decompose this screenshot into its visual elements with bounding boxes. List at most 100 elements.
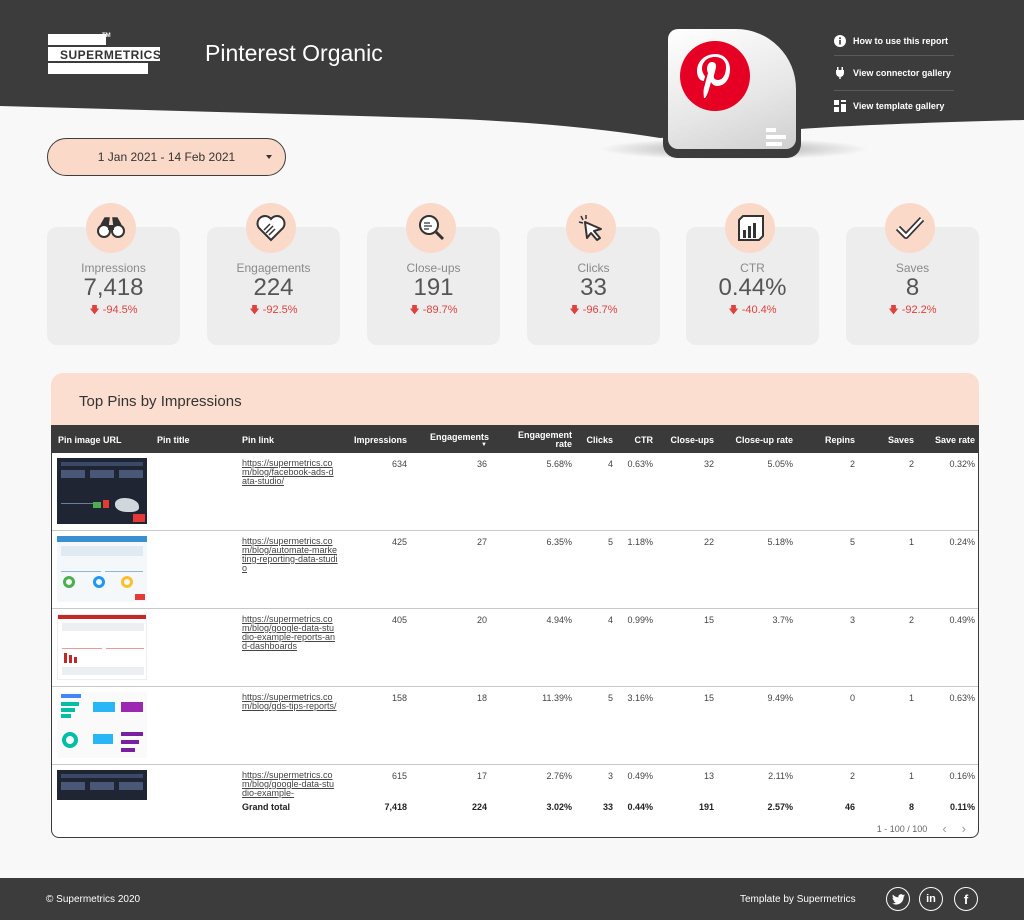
grand-total-label: Grand total [242, 802, 291, 812]
kpi-value: 7,418 [83, 274, 144, 301]
cell-close-up-rate: 2.11% [768, 771, 793, 781]
kpi-value: 8 [905, 274, 920, 301]
cell-close-ups: 15 [703, 615, 714, 625]
cell-close-up-rate: 9.49% [767, 693, 793, 703]
next-page-icon[interactable]: › [961, 821, 966, 836]
table-row: https://supermetrics.com/blog/google-dat… [52, 609, 978, 687]
col-pin-link[interactable]: Pin link [242, 434, 275, 445]
col-repins[interactable]: Repins [824, 434, 855, 445]
total-saves: 8 [908, 802, 914, 812]
kpi-label: Engagements [236, 261, 311, 275]
col-clicks[interactable]: Clicks [586, 434, 613, 445]
page-title: Pinterest Organic [205, 40, 383, 66]
total-close-ups: 191 [698, 802, 714, 812]
total-ctr: 0.44% [627, 802, 653, 812]
col-saves[interactable]: Saves [887, 434, 914, 445]
cell-ctr: 0.63% [627, 459, 653, 469]
previous-page-icon[interactable]: ‹ [942, 821, 947, 836]
col-ctr[interactable]: CTR [634, 434, 654, 445]
col-impressions[interactable]: Impressions [353, 434, 407, 445]
cell-close-up-rate: 5.18% [767, 537, 793, 547]
cell-engagement-rate: 6.35% [546, 537, 572, 547]
kpi-delta: 🡇 -94.5% [89, 304, 138, 316]
footer: © Supermetrics 2020 Template by Supermet… [0, 878, 1024, 920]
cell-engagements: 27 [476, 537, 487, 547]
table-row: https://supermetrics.com/blog/automate-m… [52, 531, 978, 609]
pin-link[interactable]: https://supermetrics.com/blog/google-dat… [242, 614, 336, 651]
arrow-down-icon: 🡇 [409, 305, 420, 316]
col-engagement-rate[interactable]: Engagement rate [517, 429, 572, 449]
pin-link[interactable]: https://supermetrics.com/blog/automate-m… [242, 536, 338, 573]
cell-saves: 1 [908, 771, 914, 781]
cell-save-rate: 0.49% [949, 615, 975, 625]
cell-save-rate: 0.16% [949, 771, 975, 781]
grid-icon [834, 100, 846, 112]
plug-icon [836, 67, 844, 79]
cell-engagement-rate: 5.68% [546, 459, 572, 469]
date-range-picker[interactable]: 1 Jan 2021 - 14 Feb 2021 [47, 138, 286, 176]
arrow-down-icon: 🡇 [728, 305, 739, 316]
kpi-delta: 🡇 -89.7% [409, 304, 458, 316]
linkedin-icon[interactable]: in [919, 887, 943, 911]
cell-engagement-rate: 4.94% [546, 615, 572, 625]
supermetrics-mark-icon [766, 128, 786, 149]
total-clicks: 33 [602, 802, 613, 812]
cell-ctr: 1.18% [627, 537, 653, 547]
bar-chart-icon [725, 203, 775, 253]
col-pin-title[interactable]: Pin title [157, 434, 190, 445]
header: TM SUPERMETRICS Pinterest Organic How to… [0, 0, 1024, 160]
cell-ctr: 0.49% [627, 771, 653, 781]
twitter-icon[interactable] [886, 887, 910, 911]
table-row: https://supermetrics.com/blog/facebook-a… [52, 453, 978, 531]
total-engagements: 224 [471, 802, 487, 812]
total-save-rate: 0.11% [949, 802, 975, 812]
connector-gallery-link[interactable]: View connector gallery [834, 56, 954, 91]
supermetrics-logo: TM SUPERMETRICS [48, 33, 161, 76]
pin-thumbnail [57, 458, 147, 524]
checkmark-icon [885, 203, 935, 253]
cell-engagement-rate: 2.76% [546, 771, 572, 781]
how-to-use-link[interactable]: How to use this report [834, 26, 954, 56]
grand-total-row: Grand total 7,418 224 3.02% 33 0.44% 191… [52, 800, 978, 816]
kpi-card-clicks: Clicks 33 🡇 -96.7% [527, 203, 660, 345]
cell-engagements: 17 [476, 771, 487, 781]
cell-close-ups: 15 [703, 693, 714, 703]
cell-saves: 1 [908, 693, 914, 703]
pin-link[interactable]: https://supermetrics.com/blog/facebook-a… [242, 458, 334, 486]
col-close-up-rate[interactable]: Close-up rate [735, 434, 793, 445]
template-gallery-link[interactable]: View template gallery [834, 91, 954, 121]
cell-ctr: 3.16% [627, 693, 653, 703]
kpi-delta: 🡇 -92.5% [249, 304, 298, 316]
kpi-label: Impressions [81, 261, 146, 275]
pin-link[interactable]: https://supermetrics.com/blog/google-dat… [242, 770, 335, 798]
template-credit: Template by Supermetrics [740, 894, 856, 905]
kpi-label: Saves [895, 261, 930, 275]
cell-impressions: 615 [391, 771, 407, 781]
pin-thumbnail [57, 536, 147, 602]
pin-link[interactable]: https://supermetrics.com/blog/gds-tips-r… [242, 692, 337, 711]
total-engagement-rate: 3.02% [546, 802, 572, 812]
cell-saves: 2 [908, 615, 914, 625]
col-close-ups[interactable]: Close-ups [670, 434, 714, 445]
facebook-icon[interactable]: f [954, 887, 978, 911]
table-title: Top Pins by Impressions [79, 393, 242, 410]
kpi-label: Close-ups [406, 261, 461, 275]
caret-down-icon [266, 155, 272, 159]
kpi-card-impressions: Impressions 7,418 🡇 -94.5% [47, 203, 180, 345]
table-row: https://supermetrics.com/blog/google-dat… [52, 765, 978, 805]
col-pin-image-url[interactable]: Pin image URL [58, 434, 122, 445]
cell-repins: 3 [849, 615, 855, 625]
cell-impressions: 425 [391, 537, 407, 547]
cell-repins: 0 [849, 693, 855, 703]
col-save-rate[interactable]: Save rate [934, 434, 975, 445]
arrow-down-icon: 🡇 [569, 305, 580, 316]
col-engagements[interactable]: Engagements ▼ [429, 431, 489, 448]
cell-save-rate: 0.63% [949, 693, 975, 703]
cell-save-rate: 0.24% [949, 537, 975, 547]
pinterest-logo-icon [680, 41, 750, 111]
kpi-card-close-ups: Close-ups 191 🡇 -89.7% [367, 203, 500, 345]
heart-icon [246, 203, 296, 253]
kpi-value: 33 [580, 274, 607, 301]
cell-clicks: 5 [607, 693, 613, 703]
table-panel-header: Top Pins by Impressions [51, 373, 979, 433]
